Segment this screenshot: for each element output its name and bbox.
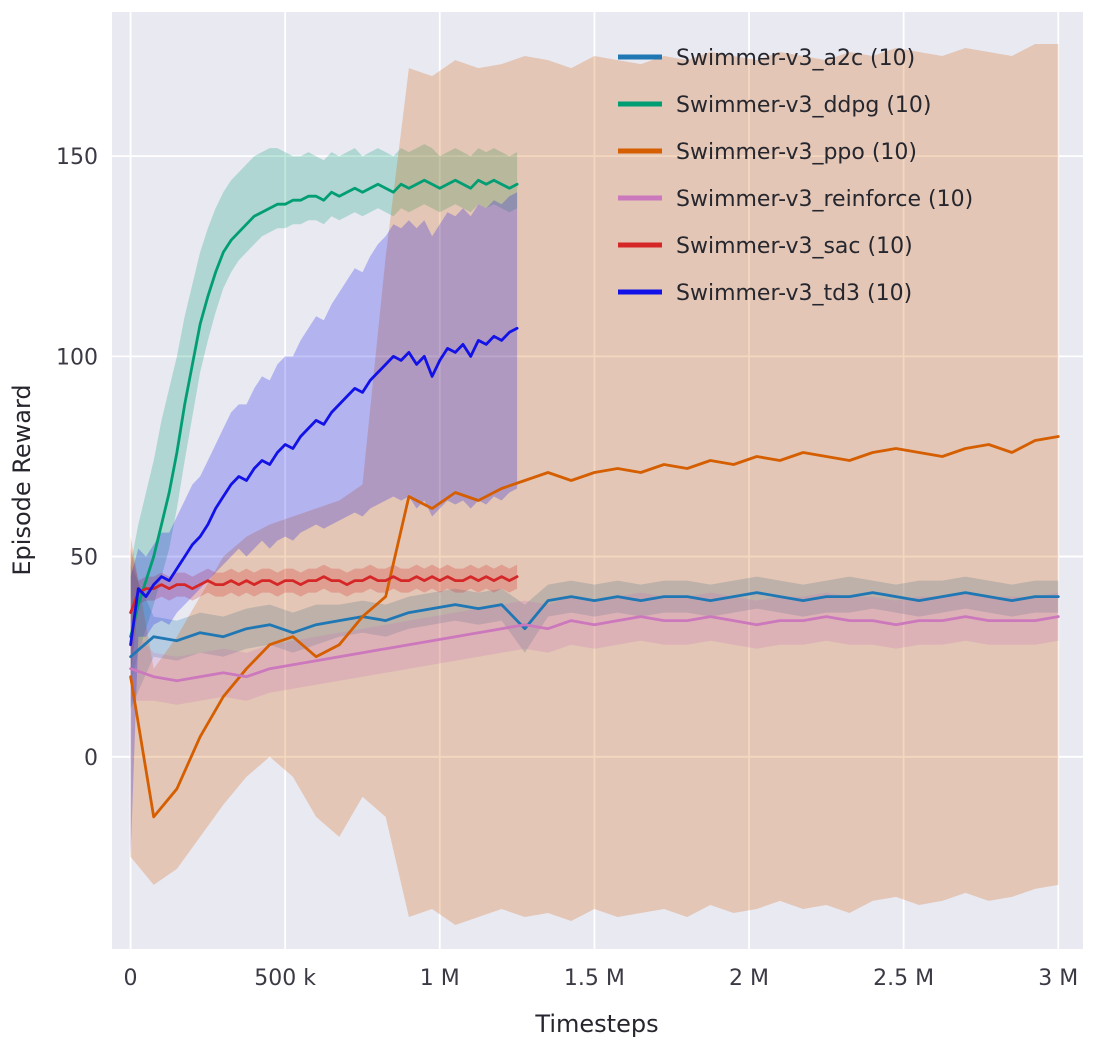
plot-layer: 0 500 k 1 M 1.5 M 2 M 2.5 M 3 M 0 50 100 150 [56,12,1083,991]
legend-item: Swimmer-v3_reinforce (10) [618,187,973,212]
legend-label: Swimmer-v3_ddpg (10) [676,93,931,118]
x-tick-label: 3 M [1038,966,1078,991]
x-tick-label: 1.5 M [564,966,625,991]
y-tick-label: 100 [56,345,98,370]
legend-label: Swimmer-v3_ppo (10) [676,140,917,165]
series-band-Swimmer-v3_a2c (10) [130,564,1059,709]
legend-label: Swimmer-v3_sac (10) [676,234,913,259]
x-tick-label: 2 M [729,966,769,991]
x-tick-label: 1 M [420,966,460,991]
x-tick-label: 500 k [254,966,316,991]
series-band-Swimmer-v3_sac (10) [130,548,518,677]
y-tick-label: 50 [70,546,98,571]
legend-label: Swimmer-v3_a2c (10) [676,46,915,71]
legend-label: Swimmer-v3_td3 (10) [676,281,912,306]
series-line-Swimmer-v3_a2c (10) [129,591,1060,659]
series-line-Swimmer-v3_ppo (10) [129,435,1060,819]
series-band-Swimmer-v3_ppo (10) [130,44,1059,925]
series-line-Swimmer-v3_ddpg (10) [129,178,519,639]
series-line-Swimmer-v3_sac (10) [129,575,519,614]
legend-item: Swimmer-v3_sac (10) [618,234,913,259]
legend-item: Swimmer-v3_ddpg (10) [618,93,931,118]
series-band-Swimmer-v3_reinforce (10) [130,592,1059,705]
legend: Swimmer-v3_a2c (10) Swimmer-v3_ddpg (10) S… [618,46,973,306]
series-band-Swimmer-v3_ddpg (10) [130,144,518,685]
y-tick-label: 150 [56,145,98,170]
legend-label: Swimmer-v3_reinforce (10) [676,187,973,212]
y-axis-label: Episode Reward [8,384,36,575]
x-tick-label: 2.5 M [873,966,934,991]
legend-item: Swimmer-v3_td3 (10) [618,281,912,306]
series-line-Swimmer-v3_reinforce (10) [129,615,1060,683]
plot-background [112,12,1083,949]
legend-item: Swimmer-v3_a2c (10) [618,46,915,71]
x-tick-label: 0 [124,966,138,991]
series-line-Swimmer-v3_td3 (10) [129,326,519,647]
legend-item: Swimmer-v3_ppo (10) [618,140,917,165]
x-axis-label: Timesteps [534,1010,658,1038]
y-tick-label: 0 [84,746,98,771]
